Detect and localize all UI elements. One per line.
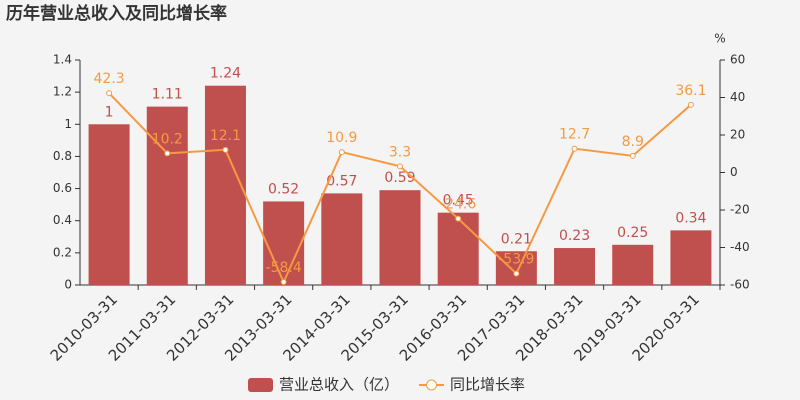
line-value-label: 12.1 [210,128,241,144]
bar-value-label: 1.24 [210,66,241,82]
bar [379,190,421,285]
y2-tick-label: 60 [730,53,745,67]
line-value-label: -58.4 [266,260,302,276]
y-tick-label: 0.8 [53,149,72,163]
legend-label: 营业总收入（亿） [279,376,399,394]
line-point [338,149,345,156]
chart-title: 历年营业总收入及同比增长率 [6,3,227,24]
y-tick-label: 1 [64,117,72,131]
bar-value-label: 0.25 [617,225,648,241]
line-value-label: 36.1 [675,83,706,99]
bar-value-label: 0.59 [384,170,415,186]
y2-tick-label: 0 [730,165,738,179]
y2-tick-label: -40 [730,240,750,254]
bar-value-label: 0.34 [675,210,706,226]
legend-label: 同比增长率 [450,376,525,394]
y-tick-label: 0 [64,278,72,292]
legend-swatch [248,378,273,392]
bar-value-label: 1.11 [152,87,183,103]
bar [321,193,363,285]
line-value-label: 10.2 [152,131,183,147]
bar [554,248,596,285]
y2-tick-label: 40 [730,90,745,104]
y-tick-label: 1.4 [53,53,72,67]
line-point [222,146,229,153]
bar-value-label: 0.57 [326,173,357,189]
line-point [629,152,636,159]
bar [263,201,305,285]
y2-tick-label: -20 [730,203,750,217]
line-value-label: 42.3 [94,71,125,87]
line-point [397,163,403,170]
line-value-label: 3.3 [389,144,411,160]
y-tick-label: 1.2 [53,85,72,99]
bar-value-label: 1 [105,104,114,120]
y2-axis-label: % [714,32,725,46]
bar [204,85,246,285]
y-tick-label: 0.2 [53,245,72,259]
line-point [280,279,287,285]
line-point [687,101,694,108]
bar [146,106,188,285]
bar-value-label: 0.45 [443,193,474,209]
line-point [455,215,462,222]
y-tick-label: 0.4 [53,213,72,227]
line-value-label: -24.6 [440,197,476,213]
line-value-label: 8.9 [622,134,644,150]
line-point [164,150,171,157]
bar [612,244,654,285]
y2-tick-label: -60 [730,278,750,292]
bar-value-label: 0.23 [559,228,590,244]
line-point [106,90,113,97]
bar [495,251,537,285]
bar-value-label: 0.21 [501,231,532,247]
line-value-label: -53.9 [498,252,534,268]
y2-tick-label: 20 [730,128,745,142]
bar [670,230,712,285]
bar [88,124,130,286]
line-point [513,270,520,277]
line-value-label: 12.7 [559,127,590,143]
bar-value-label: 0.52 [268,181,299,197]
bar [437,212,479,285]
y-tick-label: 0.6 [53,181,72,195]
legend-swatch [426,379,438,391]
line-value-label: 10.9 [326,130,357,146]
line-point [571,145,578,152]
